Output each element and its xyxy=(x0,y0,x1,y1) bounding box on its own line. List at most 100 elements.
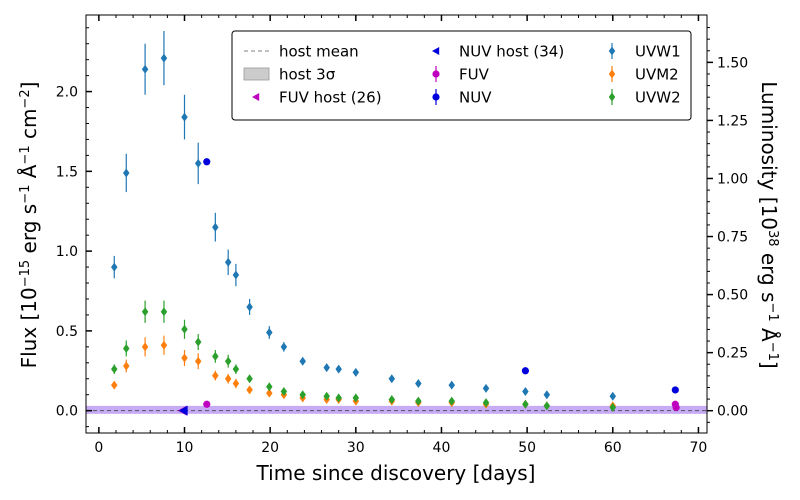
data-point xyxy=(299,390,306,400)
data-point xyxy=(246,374,253,384)
data-point xyxy=(194,158,202,168)
data-point xyxy=(323,391,330,401)
y-tick-label: 1.0 xyxy=(56,244,78,260)
series-uvw2 xyxy=(111,300,617,412)
right-tick-label: 1.25 xyxy=(717,113,748,129)
data-point xyxy=(141,64,149,74)
data-point xyxy=(671,386,679,394)
data-point xyxy=(111,262,118,272)
legend-label: UVW2 xyxy=(635,89,681,107)
right-axis-label: Luminosity [1038 erg s−1 Å−1] xyxy=(757,81,781,368)
legend-label: FUV xyxy=(459,66,490,84)
data-point xyxy=(388,394,396,404)
data-point xyxy=(388,374,396,384)
legend-label: UVM2 xyxy=(635,66,679,84)
right-axis-ticks: 0.00 0.25 0.50 0.75 1.00 1.25 1.50 xyxy=(707,27,748,423)
data-point xyxy=(448,380,455,390)
data-point xyxy=(543,401,551,411)
data-point xyxy=(672,403,680,412)
series-nuv xyxy=(203,158,679,394)
legend-marker xyxy=(252,93,260,101)
data-point xyxy=(280,342,288,352)
x-tick-label: 10 xyxy=(176,440,194,456)
data-point xyxy=(212,371,219,381)
legend-marker xyxy=(432,70,440,78)
legend-entry: NUV host (34) xyxy=(432,43,564,61)
data-point xyxy=(111,364,118,374)
legend-patch xyxy=(243,67,270,81)
x-tick-label: 20 xyxy=(261,440,279,456)
data-point xyxy=(280,387,288,397)
data-point xyxy=(323,363,330,373)
data-marks xyxy=(111,30,680,416)
data-point xyxy=(123,343,130,353)
right-tick-label: 0.75 xyxy=(717,230,748,246)
legend-label: NUV host (34) xyxy=(459,43,564,61)
data-point xyxy=(415,379,422,389)
legend-label: host mean xyxy=(279,43,359,61)
data-point xyxy=(224,356,232,366)
data-point xyxy=(203,158,211,166)
data-point xyxy=(111,380,118,390)
data-point xyxy=(299,356,306,366)
data-point xyxy=(522,387,529,397)
data-point xyxy=(123,168,130,178)
legend-entry: UVW2 xyxy=(608,89,681,107)
series-uvw1 xyxy=(111,30,617,401)
x-tick-label: 30 xyxy=(347,440,365,456)
series-uvm2 xyxy=(111,335,617,411)
legend-label: host 3σ xyxy=(279,66,336,84)
data-point xyxy=(141,307,149,317)
legend-marker xyxy=(432,47,440,55)
data-point xyxy=(266,388,273,398)
data-point xyxy=(160,340,168,350)
data-point xyxy=(448,396,455,406)
x-tick-label: 0 xyxy=(94,440,103,456)
data-point xyxy=(232,379,240,389)
legend-label: UVW1 xyxy=(635,43,681,61)
data-point xyxy=(232,270,240,280)
y-axis-label: Flux [10−15 erg s−1 Å−1 cm−2] xyxy=(17,82,41,369)
legend-entry: UVM2 xyxy=(608,66,679,84)
data-point xyxy=(212,222,219,232)
legend-marker xyxy=(608,46,616,56)
data-point xyxy=(181,324,188,334)
data-point xyxy=(609,402,617,412)
data-point xyxy=(266,327,273,337)
x-axis-label: Time since discovery [days] xyxy=(256,461,536,485)
legend-entry: FUV xyxy=(432,66,490,84)
data-point xyxy=(160,53,168,63)
y-tick-label: 1.5 xyxy=(56,164,78,180)
data-point xyxy=(212,351,219,361)
y-axis-ticks: 0.0 0.5 1.0 1.5 2.0 xyxy=(56,27,92,428)
data-point xyxy=(181,353,188,363)
legend-entry: UVW1 xyxy=(608,43,681,61)
series-nuv-host-34 xyxy=(178,405,188,416)
data-point xyxy=(266,382,273,392)
right-tick-label: 0.25 xyxy=(717,346,748,362)
right-tick-label: 1.50 xyxy=(717,55,748,71)
legend-box xyxy=(231,30,692,121)
data-point xyxy=(181,112,188,122)
data-point xyxy=(160,307,168,317)
legend-entry: NUV xyxy=(432,89,492,107)
host-3sigma-band xyxy=(86,405,707,414)
x-axis-ticks: 0 10 20 30 40 50 60 70 xyxy=(94,15,707,456)
x-tick-label: 60 xyxy=(604,440,622,456)
data-point xyxy=(246,385,253,395)
x-tick-label: 70 xyxy=(690,440,708,456)
series-fuv xyxy=(203,400,680,412)
legend: host mean host 3σ FUV host (26) NUV host (3… xyxy=(231,30,692,121)
data-point xyxy=(482,398,490,408)
data-point xyxy=(224,257,232,267)
data-point xyxy=(521,367,530,375)
plot-frame xyxy=(85,14,708,434)
data-point xyxy=(232,364,240,374)
x-tick-label: 40 xyxy=(433,440,451,456)
data-point xyxy=(141,342,149,352)
legend-marker xyxy=(608,92,616,102)
host-3sigma-band-rect xyxy=(86,405,707,414)
data-point xyxy=(194,337,202,347)
legend-label: FUV host (26) xyxy=(279,89,382,107)
data-point xyxy=(543,390,551,400)
